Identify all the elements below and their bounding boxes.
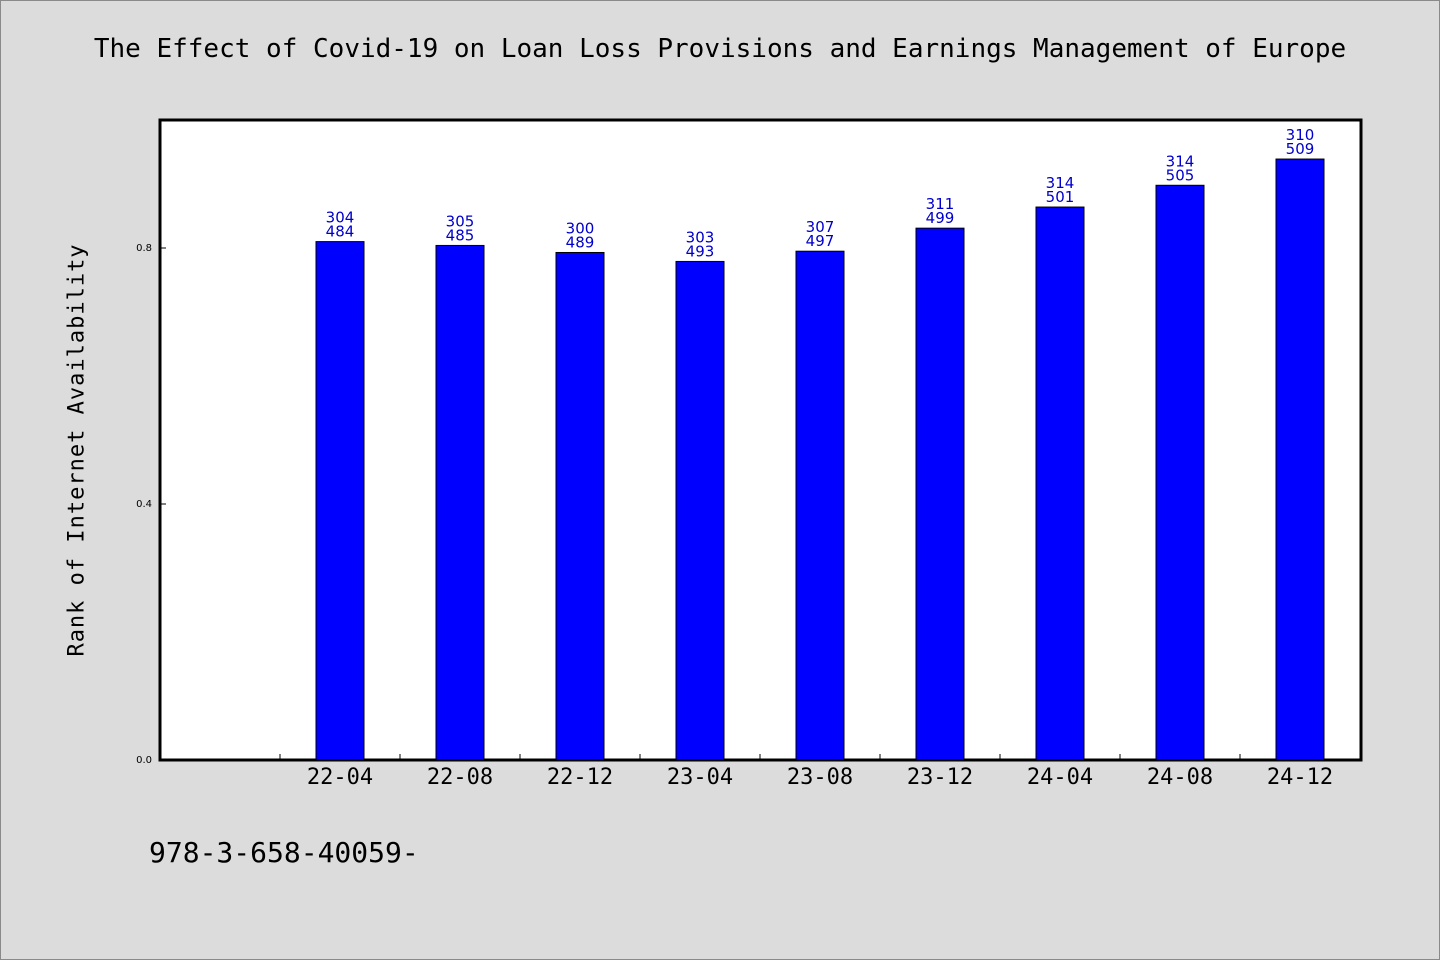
x-tick-label: 23-12 <box>907 765 973 790</box>
chart-title: The Effect of Covid-19 on Loan Loss Prov… <box>93 34 1347 64</box>
bar-23-12 <box>915 227 965 761</box>
bar-annotation-top: 305 <box>446 212 475 230</box>
bar-annotation-bottom: 484 <box>326 223 355 241</box>
x-tick-label: 24-12 <box>1267 765 1333 790</box>
bar-22-08 <box>435 244 485 761</box>
bar-annotation-top: 300 <box>566 219 595 237</box>
bar-annotation-top: 310 <box>1286 126 1315 144</box>
x-tick-label: 23-08 <box>787 765 853 790</box>
y-tick-label: 0.8 <box>136 243 152 254</box>
x-tick-label: 23-04 <box>667 765 733 790</box>
bar-annotation-bottom: 489 <box>566 233 595 251</box>
y-tick-label: 0.4 <box>136 499 152 510</box>
bar-annotation-top: 311 <box>926 195 955 213</box>
bar-22-04 <box>315 241 365 761</box>
bar-24-12 <box>1275 158 1325 761</box>
bar-annotation-top: 303 <box>686 228 715 246</box>
x-tick-label: 24-08 <box>1147 765 1213 790</box>
bar-23-08 <box>795 250 845 761</box>
y-tick-label: 0.0 <box>136 755 152 766</box>
bar-24-04 <box>1035 206 1085 761</box>
bar-23-04 <box>675 260 725 761</box>
bar-annotation-bottom: 497 <box>806 232 835 250</box>
bar-24-08 <box>1155 184 1205 761</box>
bar-annotation-top: 314 <box>1166 152 1195 170</box>
bar-annotation-bottom: 505 <box>1166 166 1195 184</box>
x-tick-label: 22-12 <box>547 765 613 790</box>
bar-annotation-bottom: 501 <box>1046 188 1075 206</box>
bar-annotation-top: 314 <box>1046 174 1075 192</box>
bar-annotation-bottom: 485 <box>446 226 475 244</box>
x-tick-label: 22-08 <box>427 765 493 790</box>
bar-annotation-top: 307 <box>806 218 835 236</box>
bar-22-12 <box>555 251 605 761</box>
bar-annotation-bottom: 499 <box>926 209 955 227</box>
x-tick-label: 24-04 <box>1027 765 1093 790</box>
footer-code: 978-3-658-40059- <box>149 836 419 869</box>
bar-annotation-top: 304 <box>326 209 355 227</box>
bar-annotation-bottom: 509 <box>1286 140 1315 158</box>
bar-annotation-bottom: 493 <box>686 242 715 260</box>
x-tick-label: 22-04 <box>307 765 373 790</box>
